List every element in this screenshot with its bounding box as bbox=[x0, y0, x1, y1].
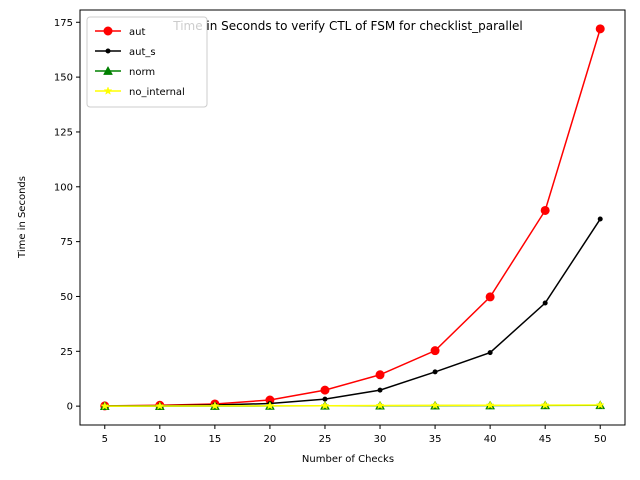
data-point bbox=[100, 401, 110, 410]
data-point bbox=[487, 350, 493, 356]
data-point bbox=[375, 370, 385, 380]
x-tick-label: 50 bbox=[594, 434, 607, 445]
y-tick-label: 25 bbox=[60, 347, 73, 358]
legend-item: aut_s bbox=[95, 47, 156, 58]
data-point bbox=[485, 400, 495, 410]
data-point bbox=[265, 401, 275, 410]
legend-box bbox=[86, 16, 208, 108]
y-tick-label: 50 bbox=[60, 292, 73, 303]
data-point bbox=[432, 369, 438, 375]
x-tick-label: 40 bbox=[484, 434, 497, 445]
legend-marker bbox=[103, 65, 113, 75]
plot-frame bbox=[79, 9, 626, 426]
y-tick-label: 0 bbox=[67, 402, 73, 413]
series-line bbox=[104, 404, 601, 407]
data-point bbox=[542, 300, 548, 306]
chart-title: Time in Seconds to verify CTL of FSM for… bbox=[172, 19, 523, 33]
x-tick-label: 20 bbox=[264, 434, 277, 445]
data-point bbox=[485, 292, 495, 302]
x-tick-label: 15 bbox=[209, 434, 222, 445]
data-point bbox=[430, 400, 440, 410]
data-point bbox=[540, 205, 550, 215]
y-tick-label: 100 bbox=[54, 182, 73, 193]
data-point bbox=[597, 216, 603, 222]
data-point bbox=[322, 396, 328, 402]
legend-label: aut bbox=[129, 27, 145, 38]
x-axis-label: Number of Checks bbox=[302, 454, 394, 465]
legend-marker bbox=[105, 48, 111, 54]
legend-item: aut bbox=[95, 26, 145, 38]
y-tick-label: 150 bbox=[54, 73, 73, 84]
data-point bbox=[155, 401, 165, 410]
legend-item: no_internal bbox=[95, 86, 185, 98]
data-point bbox=[595, 24, 605, 34]
series-line bbox=[104, 218, 601, 407]
series-layer bbox=[99, 24, 606, 411]
legend-marker bbox=[103, 26, 113, 36]
data-point bbox=[320, 400, 330, 410]
data-point bbox=[210, 401, 220, 410]
legend-marker bbox=[103, 86, 113, 95]
x-tick-label: 35 bbox=[429, 434, 442, 445]
x-tick-label: 25 bbox=[319, 434, 332, 445]
legend-label: aut_s bbox=[129, 47, 156, 58]
x-axis: 5 10 15 20 25 30 35 40 45 50 bbox=[102, 425, 607, 445]
x-tick-label: 10 bbox=[153, 434, 166, 445]
series-line bbox=[104, 28, 601, 407]
data-point bbox=[375, 400, 385, 410]
legend-label: no_internal bbox=[129, 87, 185, 98]
data-point bbox=[540, 400, 550, 409]
x-tick-label: 45 bbox=[539, 434, 552, 445]
y-axis-label: Time in Seconds bbox=[17, 176, 28, 259]
x-tick-label: 5 bbox=[102, 434, 108, 445]
x-tick-label: 30 bbox=[374, 434, 387, 445]
series-no-internal bbox=[100, 400, 605, 410]
data-point bbox=[320, 385, 330, 395]
data-point bbox=[377, 387, 383, 393]
y-tick-label: 125 bbox=[54, 127, 73, 138]
legend-item: norm bbox=[95, 65, 155, 78]
data-point bbox=[430, 346, 440, 356]
data-point bbox=[595, 400, 605, 409]
series-aut-s bbox=[102, 216, 603, 409]
y-axis: 0 25 50 75 100 125 150 175 bbox=[54, 18, 80, 413]
y-tick-label: 175 bbox=[54, 18, 73, 29]
legend-label: norm bbox=[129, 67, 155, 78]
y-tick-label: 75 bbox=[60, 237, 73, 248]
